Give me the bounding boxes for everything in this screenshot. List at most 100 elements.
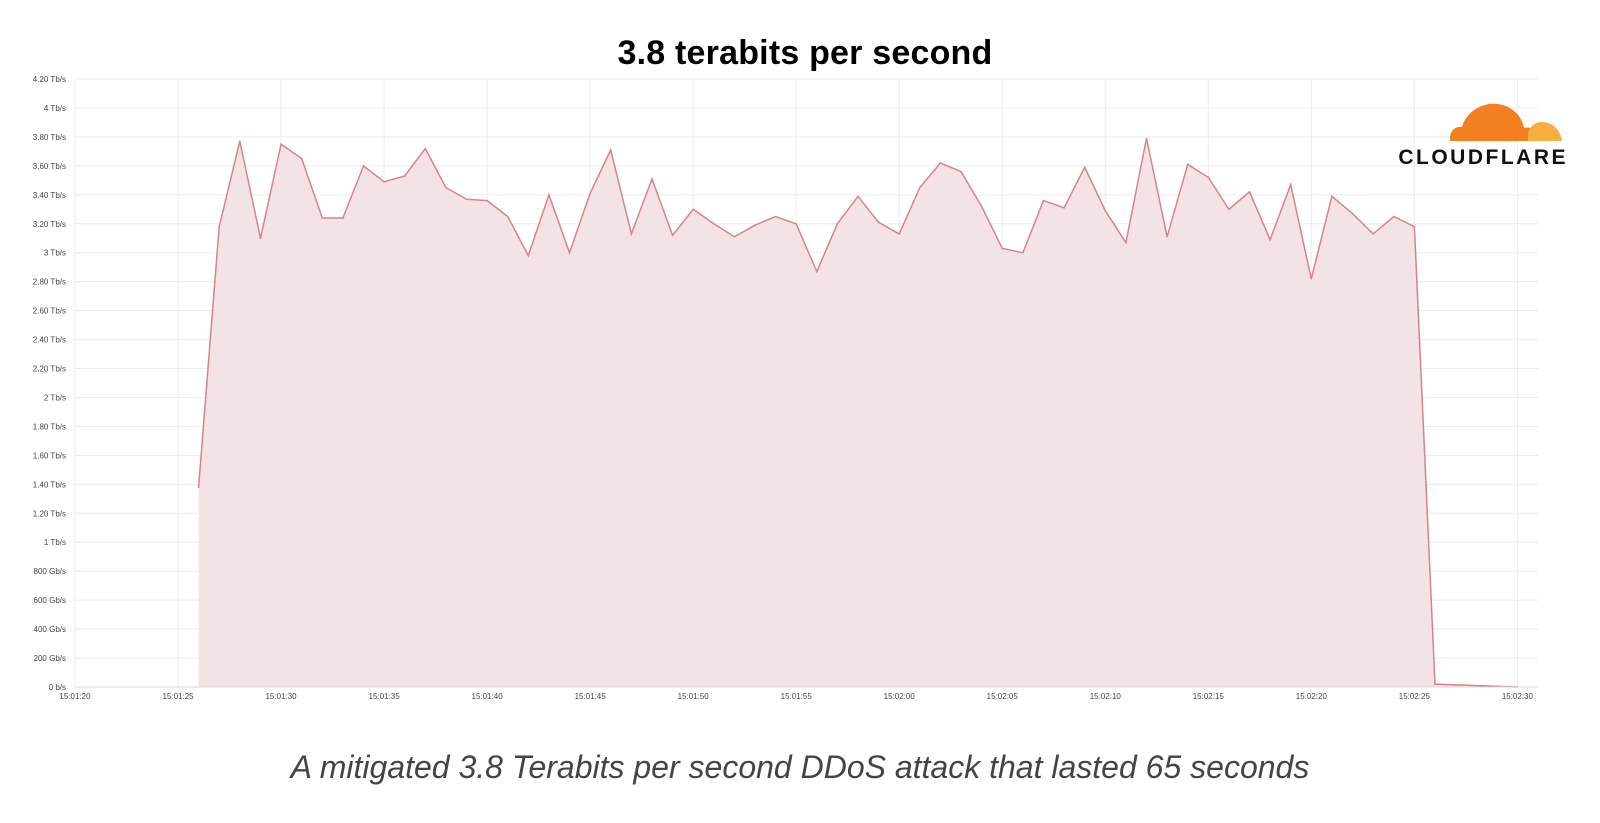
y-tick-label: 2.60 Tb/s [33,307,66,316]
y-tick-label: 1.60 Tb/s [33,451,66,460]
data-point [1228,208,1230,211]
brand-wordmark: CLOUDFLARE [1398,146,1568,169]
y-tick-label: 3.20 Tb/s [33,220,66,229]
data-point [1042,199,1045,202]
cloudflare-logo: CLOUDFLARE [1368,98,1568,178]
y-tick-label: 3.60 Tb/s [33,162,66,171]
data-point [1269,238,1271,241]
data-point [259,237,262,239]
series-line [197,138,1518,688]
data-point [1393,215,1395,218]
data-point [939,162,942,164]
data-point [506,215,509,218]
data-point [1351,212,1354,215]
data-point [486,199,488,202]
data-point [630,233,633,235]
y-tick-label: 2.40 Tb/s [33,336,66,345]
data-point [548,194,550,196]
series-layer [197,137,1519,688]
data-point [589,192,591,195]
series-area [198,138,1518,687]
data-point [383,181,385,183]
data-point [609,149,612,151]
data-point [1434,683,1436,685]
data-point [300,157,303,160]
data-point [898,233,900,235]
data-point [816,270,818,273]
data-point [877,221,880,224]
y-tick-label: 1.80 Tb/s [33,422,66,431]
chart-caption: A mitigated 3.8 Terabits per second DDoS… [290,749,1310,785]
data-point [424,147,427,150]
x-tick-label: 15:01:25 [162,692,194,701]
data-point [1001,247,1004,250]
x-tick-label: 15:01:50 [678,692,710,701]
data-point [1022,251,1024,254]
data-point [651,178,653,180]
data-point [733,236,736,238]
x-tick-label: 15:02:05 [987,692,1019,701]
axes: 0 b/s 200 Gb/s 400 Gb/s 600 Gb/s 800 Gb/s 1 T… [33,75,1538,701]
data-point [692,208,694,211]
x-tick-label: 15:02:30 [1502,692,1534,701]
data-point [445,186,447,189]
y-tick-label: 2.80 Tb/s [33,278,66,287]
y-tick-label: 2 Tb/s [44,393,66,402]
data-point [1166,236,1168,238]
data-point [671,234,674,237]
y-tick-label: 3.40 Tb/s [33,191,66,200]
data-point [1063,207,1065,209]
y-tick-label: 1.40 Tb/s [33,480,66,489]
data-point [465,198,468,200]
y-tick-label: 0 b/s [49,683,66,692]
data-point [713,223,715,225]
x-tick-label: 15:02:00 [884,692,916,701]
data-point [218,225,220,228]
y-tick-label: 1.20 Tb/s [33,509,66,518]
data-point [1310,278,1313,280]
x-tick-label: 15:02:20 [1296,692,1328,701]
data-point [1125,241,1127,244]
data-point [1413,225,1416,228]
x-tick-label: 15:01:35 [369,692,401,701]
data-point [342,217,344,219]
data-point [836,223,839,225]
y-tick-label: 4.20 Tb/s [33,75,66,84]
y-tick-label: 4 Tb/s [44,104,66,113]
y-tick-label: 400 Gb/s [34,625,66,634]
y-tick-label: 200 Gb/s [34,654,66,663]
data-point [754,224,756,226]
data-point [568,251,571,254]
data-point [527,254,530,257]
x-tick-label: 15:01:45 [575,692,607,701]
x-tick-label: 15:02:15 [1193,692,1225,701]
data-point [280,143,282,145]
data-point [857,195,859,198]
data-point [774,215,777,218]
x-tick-label: 15:01:55 [781,692,813,701]
data-point [362,165,365,167]
x-tick-label: 15:01:30 [265,692,297,701]
data-point [1104,209,1107,212]
y-tick-label: 3 Tb/s [44,249,66,258]
data-point [919,186,921,189]
data-point [1207,176,1210,179]
data-point [321,217,324,219]
data-point [197,486,200,489]
y-tick-label: 1 Tb/s [44,538,66,547]
data-point [1372,233,1374,235]
chart-title: 3.8 terabits per second [617,34,993,72]
data-point [1145,137,1148,140]
y-tick-label: 800 Gb/s [34,567,66,576]
data-point [980,205,983,208]
x-tick-label: 15:01:40 [472,692,504,701]
data-point [960,170,962,173]
data-point [239,140,241,142]
x-tick-label: 15:02:25 [1399,692,1431,701]
y-tick-label: 3.80 Tb/s [33,133,66,142]
cloud-icon [1450,103,1562,141]
data-point [403,175,406,177]
y-tick-label: 2.20 Tb/s [33,365,66,374]
data-point [1083,166,1086,169]
